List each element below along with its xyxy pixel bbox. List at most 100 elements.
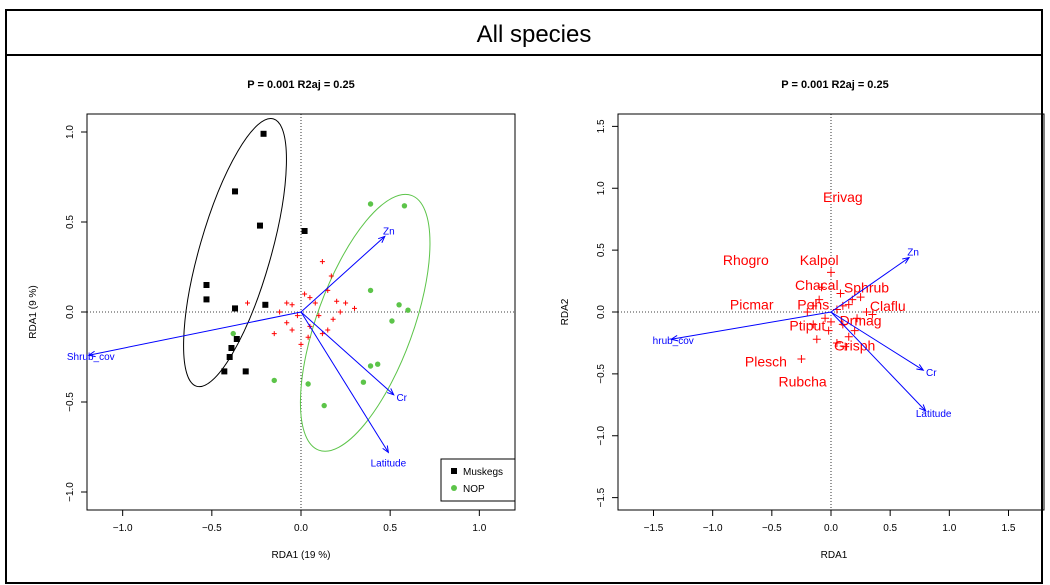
legend-muskegs-marker — [451, 468, 457, 474]
species-point — [330, 316, 336, 322]
group-ellipse — [299, 193, 431, 452]
biplot-arrow-label: hrub_cov — [653, 336, 694, 347]
group-ellipse — [183, 118, 287, 388]
biplot-arrow-label: Zn — [383, 226, 395, 237]
site-point-nop — [367, 363, 374, 369]
site-point-nop — [360, 379, 367, 385]
species-point — [850, 326, 859, 335]
x-tick-label: −1.0 — [113, 523, 133, 534]
species-point — [809, 320, 818, 329]
species-point — [245, 300, 250, 306]
legend-nop-marker — [451, 485, 457, 491]
panel-left-ellipses — [183, 118, 431, 452]
biplot-arrow-label: Latitude — [371, 458, 407, 469]
panel-left-y-axis-label: RDA1 (9 %) — [28, 285, 39, 338]
species-point — [284, 300, 290, 306]
site-point-nop — [389, 318, 395, 324]
site-point-muskegs — [228, 345, 235, 351]
panel-left-x-axis-label: RDA1 (19 %) — [272, 550, 331, 561]
species-point — [856, 293, 865, 302]
site-point-muskegs — [233, 336, 240, 342]
species-label: Drmag — [840, 313, 882, 329]
legend-box — [440, 458, 516, 502]
species-point — [352, 305, 357, 311]
species-point — [809, 301, 818, 310]
site-point-muskegs — [203, 282, 210, 288]
x-tick-label: 0.0 — [824, 523, 838, 534]
biplot-arrow-head — [669, 335, 679, 342]
page-title: All species — [477, 21, 592, 48]
species-point — [294, 313, 300, 319]
biplot-arrow-head — [902, 256, 911, 264]
panel-left-title: P = 0.001 R2aj = 0.25 — [247, 79, 354, 91]
species-point — [307, 295, 313, 301]
biplot-arrow-head — [378, 235, 386, 243]
species-point — [305, 334, 311, 340]
biplot-arrow-label: Cr — [396, 393, 407, 404]
panel-right-x-axis-label: RDA1 — [821, 550, 848, 561]
biplot-arrow-label: Cr — [926, 368, 937, 379]
x-tick-label: −0.5 — [202, 523, 222, 534]
species-point — [298, 341, 304, 347]
species-label: Claflu — [870, 298, 906, 314]
y-tick-label: −0.5 — [65, 392, 76, 412]
site-point-muskegs — [226, 354, 233, 360]
species-point — [812, 335, 821, 344]
biplot-arrow-head — [87, 350, 96, 358]
species-label: Pohs — [797, 297, 829, 313]
species-point — [325, 287, 331, 293]
site-point-nop — [367, 201, 374, 207]
panel-left-legend: Muskegs NOP — [440, 458, 516, 502]
species-point — [841, 342, 850, 351]
panel-left-rda: P = 0.001 R2aj = 0.25 Zn Shrub_cov Cr Latit… — [28, 79, 516, 561]
y-tick-label: 0.5 — [596, 243, 607, 257]
y-tick-label: 1.5 — [596, 119, 607, 133]
biplot-arrow — [671, 311, 832, 340]
y-tick-label: 1.0 — [65, 125, 76, 139]
species-point — [334, 298, 340, 304]
site-point-nop — [401, 203, 408, 209]
legend-nop-label: NOP — [463, 484, 485, 495]
site-point-muskegs — [242, 368, 249, 375]
y-tick-label: 0.0 — [596, 305, 607, 319]
panel-left-arrows: Zn Shrub_cov Cr Latitude — [67, 226, 408, 469]
site-point-muskegs — [221, 368, 228, 375]
site-point-nop — [230, 330, 236, 337]
species-point — [862, 308, 871, 316]
biplot-arrow — [300, 311, 389, 453]
x-tick-label: −0.5 — [762, 523, 782, 534]
biplot-arrow — [300, 311, 395, 396]
site-point-muskegs — [256, 222, 263, 229]
species-label: Rhogro — [723, 252, 769, 268]
species-point — [312, 300, 318, 306]
species-point — [319, 331, 325, 337]
site-point-muskegs — [232, 188, 239, 195]
site-point-nop — [405, 307, 411, 313]
species-point — [844, 300, 853, 309]
panel-right-arrows: Zn hrub_cov Cr Latitude — [653, 248, 952, 420]
biplot-arrow — [300, 236, 386, 313]
site-point-muskegs — [260, 130, 267, 137]
biplot-arrow-head — [919, 404, 927, 412]
species-label: Chacal — [795, 277, 839, 293]
site-point-muskegs — [203, 296, 210, 303]
species-point — [328, 273, 334, 279]
site-point-muskegs — [262, 301, 269, 308]
x-tick-label: 0.5 — [383, 523, 397, 534]
site-point-nop — [396, 302, 402, 308]
biplot-arrow — [830, 311, 927, 412]
species-point — [271, 331, 277, 337]
species-label: Ptiput — [789, 318, 825, 334]
y-tick-label: 1.0 — [596, 181, 607, 195]
x-tick-label: 0.0 — [294, 523, 308, 534]
species-point — [853, 314, 862, 323]
site-point-muskegs — [301, 228, 308, 234]
panel-right-title: P = 0.001 R2aj = 0.25 — [781, 79, 888, 91]
y-tick-label: −0.5 — [596, 364, 607, 384]
biplot-arrow — [830, 311, 924, 371]
species-point — [832, 338, 841, 347]
species-point — [289, 327, 295, 333]
figure-frame — [5, 9, 1043, 584]
x-tick-label: 0.5 — [883, 523, 897, 534]
